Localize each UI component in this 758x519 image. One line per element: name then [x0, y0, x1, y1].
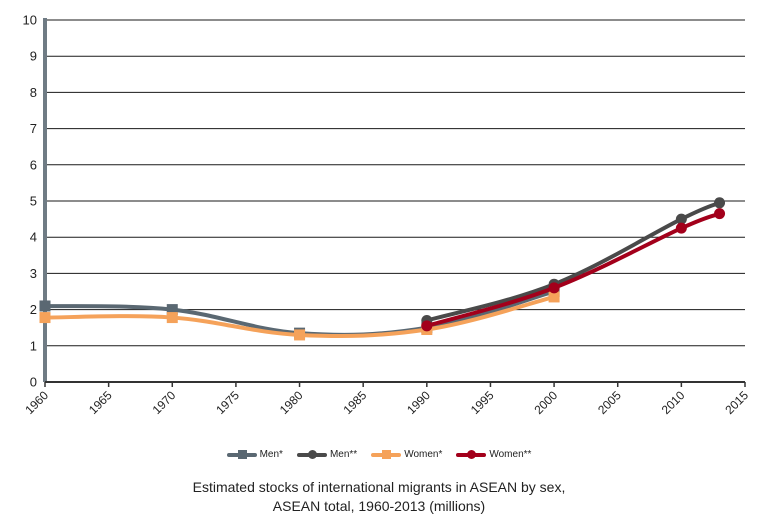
series-line: [424, 200, 722, 323]
data-point: [39, 312, 51, 324]
legend-item-men-double-star: Men**: [296, 449, 358, 460]
legend: Men* Men** Women* Women**: [0, 449, 758, 460]
line-chart: 0 1 2 3 4 5 6 7 8 9 10 1960 1965 1970 1975 1980 1985 199…: [22, 13, 751, 418]
y-tick-label: 9: [30, 49, 37, 64]
y-tick-label: 7: [30, 121, 37, 136]
data-point: [548, 291, 560, 303]
gridlines: [45, 19, 745, 347]
x-tick-label: 2010: [659, 388, 688, 417]
data-point: [714, 197, 726, 209]
y-tick-label: 6: [30, 157, 37, 172]
data-point: [39, 300, 51, 312]
series-line: [424, 211, 722, 328]
data-point: [294, 329, 306, 341]
y-tick-label: 10: [23, 13, 37, 28]
y-tick-label: 0: [30, 375, 37, 390]
data-point: [675, 213, 687, 225]
legend-label: Women**: [489, 449, 532, 460]
data-point: [548, 282, 560, 294]
legend-item-men-star: Men*: [226, 449, 283, 460]
x-tick-label: 1990: [404, 388, 433, 417]
chart-caption: Estimated stocks of international migran…: [0, 478, 758, 516]
series-women-star: [39, 291, 560, 341]
x-axis-ticks: 1960 1965 1970 1975 1980 1985 1990 1995 2000 2005…: [22, 382, 751, 417]
y-tick-label: 3: [30, 266, 37, 281]
chart-subtitle: ASEAN total, 1960-2013 (millions): [272, 498, 486, 514]
data-point: [166, 304, 178, 316]
legend-swatch-women-double-star: [456, 449, 487, 459]
x-tick-label: 2015: [722, 388, 751, 417]
y-tick-label: 5: [30, 194, 37, 209]
y-tick-label: 2: [30, 302, 37, 317]
y-axis-ticks: 0 1 2 3 4 5 6 7 8 9 10: [23, 13, 37, 390]
data-point: [675, 222, 687, 234]
x-tick-label: 2000: [531, 388, 560, 417]
x-tick-label: 1975: [213, 388, 242, 417]
y-tick-label: 4: [30, 230, 37, 245]
data-point: [166, 312, 178, 324]
x-tick-label: 1970: [150, 388, 179, 417]
x-tick-label: 1960: [22, 388, 51, 417]
x-tick-label: 1980: [277, 388, 306, 417]
legend-label: Men*: [259, 449, 283, 460]
legend-item-women-star: Women*: [371, 449, 442, 460]
legend-swatch-men-double-star: [296, 449, 327, 459]
legend-label: Women*: [404, 449, 443, 460]
x-tick-label: 1965: [86, 388, 115, 417]
series-men-double-star: [421, 197, 726, 326]
axes: [43, 18, 745, 383]
x-tick-label: 1995: [468, 388, 497, 417]
chart-title: Estimated stocks of international migran…: [192, 479, 566, 495]
legend-swatch-women-star: [371, 449, 402, 459]
x-tick-label: 1985: [341, 388, 370, 417]
data-point: [421, 320, 433, 332]
legend-swatch-men-star: [226, 449, 257, 459]
series-women-double-star: [421, 208, 726, 332]
series-lines: [39, 197, 726, 341]
x-tick-label: 2005: [595, 388, 624, 417]
legend-label: Men**: [329, 449, 358, 460]
y-tick-label: 1: [30, 338, 37, 353]
legend-item-women-double-star: Women**: [456, 449, 531, 460]
data-point: [714, 208, 726, 220]
y-tick-label: 8: [30, 85, 37, 100]
